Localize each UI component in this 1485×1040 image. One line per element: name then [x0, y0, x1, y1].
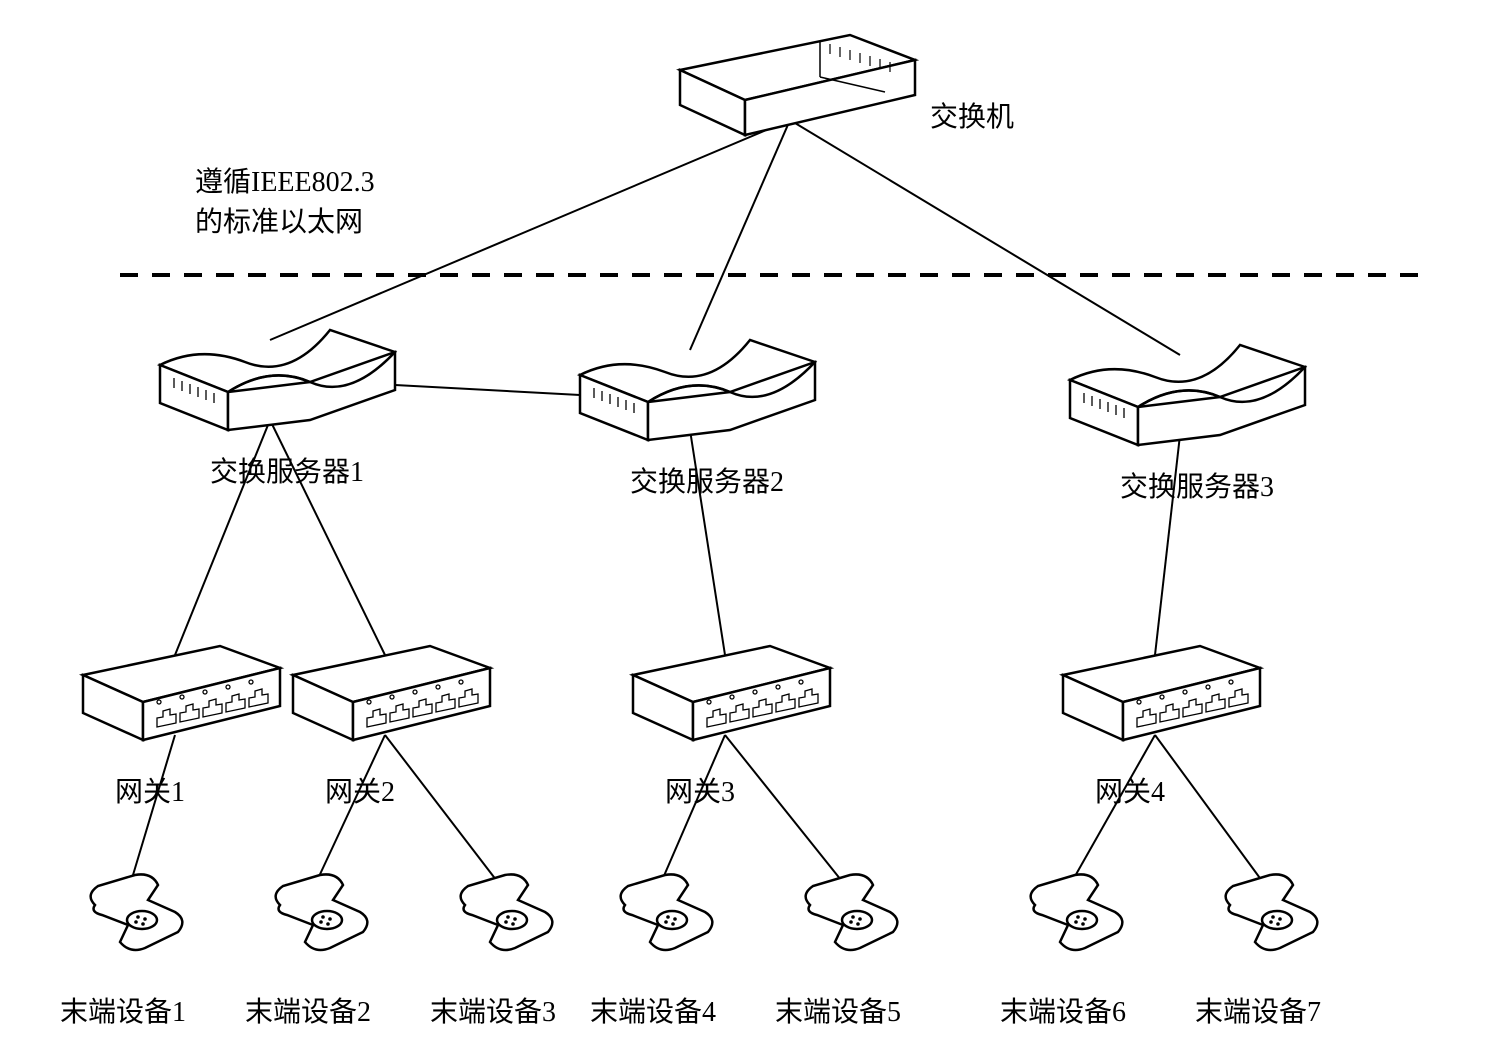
exchange-server-2	[570, 330, 820, 445]
terminal-device-1	[80, 870, 190, 955]
exchange-server-label-1: 交换服务器1	[210, 450, 364, 490]
gateway-2	[285, 640, 495, 745]
terminal-device-5	[795, 870, 905, 955]
gateway-label-3: 网关3	[665, 770, 735, 810]
terminal-device-6	[1020, 870, 1130, 955]
terminal-label-7: 末端设备7	[1195, 990, 1321, 1030]
gateway-label-1: 网关1	[115, 770, 185, 810]
terminal-device-7	[1215, 870, 1325, 955]
terminal-device-2	[265, 870, 375, 955]
terminal-label-6: 末端设备6	[1000, 990, 1126, 1030]
network-diagram: 遵循IEEE802.3 的标准以太网 交换机 交换服务器1	[0, 0, 1485, 1040]
switch-label: 交换机	[930, 95, 1014, 135]
terminal-label-4: 末端设备4	[590, 990, 716, 1030]
exchange-server-label-2: 交换服务器2	[630, 460, 784, 500]
gateway-1	[75, 640, 285, 745]
terminal-label-2: 末端设备2	[245, 990, 371, 1030]
gateway-label-4: 网关4	[1095, 770, 1165, 810]
exchange-server-3	[1060, 335, 1310, 450]
gateway-label-2: 网关2	[325, 770, 395, 810]
terminal-device-4	[610, 870, 720, 955]
gateway-4	[1055, 640, 1265, 745]
exchange-server-label-3: 交换服务器3	[1120, 465, 1274, 505]
terminal-device-3	[450, 870, 560, 955]
terminal-label-1: 末端设备1	[60, 990, 186, 1030]
annotation-line2: 的标准以太网	[195, 200, 363, 240]
annotation-line1: 遵循IEEE802.3	[195, 160, 375, 200]
terminal-label-5: 末端设备5	[775, 990, 901, 1030]
gateway-3	[625, 640, 835, 745]
switch-device	[670, 30, 920, 140]
exchange-server-1	[150, 320, 400, 435]
terminal-label-3: 末端设备3	[430, 990, 556, 1030]
